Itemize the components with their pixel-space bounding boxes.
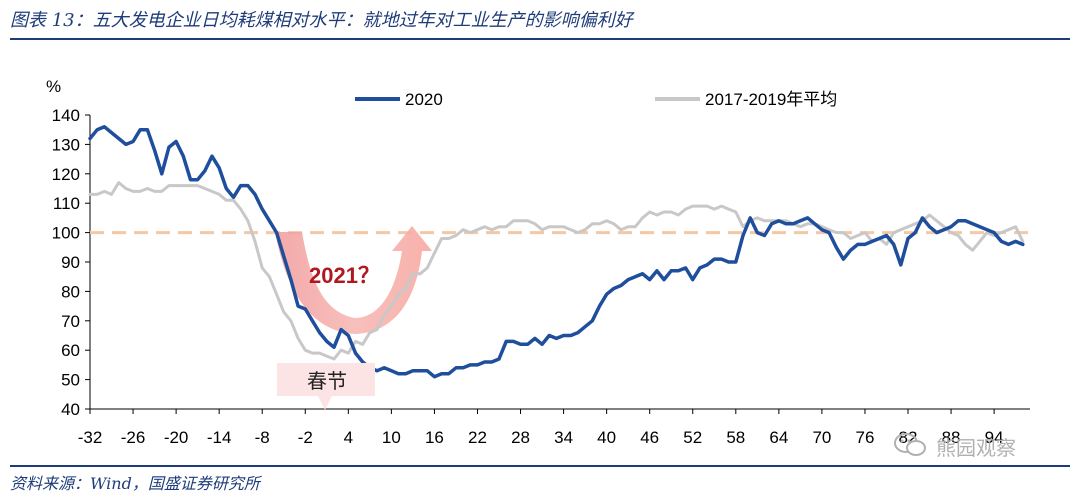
legend-label-2020: 2020 xyxy=(405,90,443,109)
x-tick-label: 76 xyxy=(856,428,875,447)
recovery-arrow-shape xyxy=(275,226,432,334)
x-tick-label: 28 xyxy=(511,428,530,447)
y-tick-label: 90 xyxy=(61,253,80,272)
x-tick-label: -8 xyxy=(255,428,270,447)
x-tick-label: 34 xyxy=(554,428,573,447)
x-tick-label: -20 xyxy=(164,428,189,447)
source-note: 资料来源：Wind，国盛证券研究所 xyxy=(10,474,260,493)
arrow-label-2021: 2021？ xyxy=(309,263,380,288)
x-tick-label: 46 xyxy=(640,428,659,447)
x-tick-label: -26 xyxy=(121,428,146,447)
legend-label-avg: 2017-2019年平均 xyxy=(705,90,837,109)
spring-festival-box xyxy=(277,363,375,396)
y-tick-label: 70 xyxy=(61,312,80,331)
y-axis-unit: % xyxy=(46,77,61,96)
series-line-2020 xyxy=(88,125,1025,379)
x-tick-label: -14 xyxy=(207,428,232,447)
y-tick-label: 140 xyxy=(52,106,80,125)
watermark: 熊园观察 xyxy=(894,430,1054,460)
y-tick-label: 40 xyxy=(61,400,80,419)
x-tick-label: 52 xyxy=(683,428,702,447)
x-tick-label: 4 xyxy=(344,428,353,447)
y-tick-label: 80 xyxy=(61,282,80,301)
spring-festival-label: 春节 xyxy=(307,369,347,393)
spring-festival-pointer xyxy=(318,396,332,410)
y-tick-label: 100 xyxy=(52,224,80,243)
y-tick-label: 60 xyxy=(61,341,80,360)
x-tick-label: 16 xyxy=(425,428,444,447)
figure-title: 图表 13：五大发电企业日均耗煤相对水平：就地过年对工业生产的影响偏利好 xyxy=(10,10,633,31)
x-tick-label: 10 xyxy=(382,428,401,447)
bottom-divider xyxy=(10,465,1070,467)
watermark-text: 熊园观察 xyxy=(936,436,1016,460)
x-tick-label: 58 xyxy=(726,428,745,447)
x-tick-label: 40 xyxy=(597,428,616,447)
x-tick-label: -2 xyxy=(298,428,313,447)
y-tick-label: 130 xyxy=(52,135,80,154)
x-tick-label: 94 xyxy=(985,428,1004,447)
x-tick-label: -32 xyxy=(78,428,103,447)
x-tick-label: 88 xyxy=(942,428,961,447)
series-line-2017-2019-avg xyxy=(88,181,1025,361)
x-tick-label: 22 xyxy=(468,428,487,447)
y-tick-label: 110 xyxy=(53,194,80,213)
y-tick-label: 50 xyxy=(61,371,80,390)
y-tick-label: 120 xyxy=(52,165,80,184)
wechat-icon xyxy=(894,433,926,456)
top-divider xyxy=(10,38,1070,40)
x-tick-label: 64 xyxy=(769,428,788,447)
x-tick-label: 70 xyxy=(812,428,831,447)
